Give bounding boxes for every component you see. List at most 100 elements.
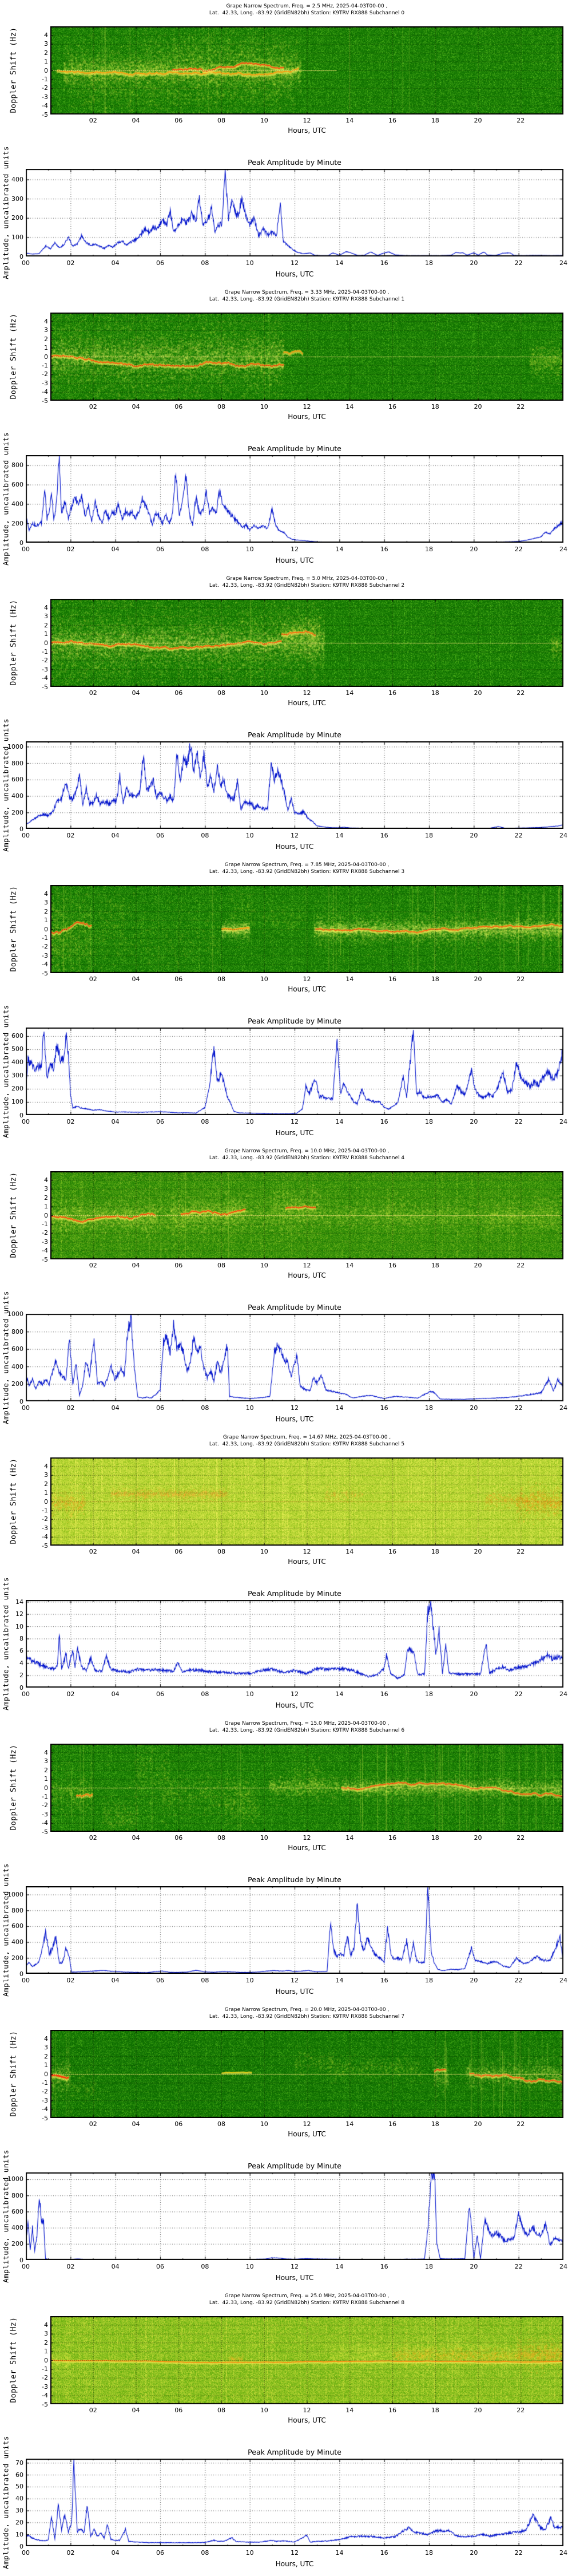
amplitude-x-tick-label: 02 (66, 2263, 75, 2270)
spectrogram-y-tick-label: 2 (44, 907, 48, 915)
amplitude-y-tick-label: 800 (11, 461, 23, 469)
spectrogram-x-tick-label: 20 (474, 1262, 482, 1269)
spectrogram-y-tick-label: 4 (44, 2034, 48, 2042)
spectrogram-canvas-7 (50, 2030, 563, 2118)
amplitude-x-tick-label: 04 (111, 1977, 120, 1984)
amplitude-x-tick-label: 14 (335, 832, 344, 839)
amplitude-x-tick-label: 22 (514, 1977, 523, 1984)
amplitude-x-tick-label: 24 (559, 259, 567, 267)
spectrogram-y-tick-label: 3 (44, 1757, 48, 1765)
spectrogram-y-tick-label: -1 (42, 2365, 48, 2373)
spectrogram-y-tick-label: -1 (42, 75, 48, 83)
amplitude-y-tick-label: 12 (15, 1610, 23, 1618)
spectrogram-y-tick-label: 0 (44, 2070, 48, 2078)
spectrogram-y-tick-label: -4 (42, 1247, 48, 1255)
amplitude-y-tick-label: 0 (19, 2256, 23, 2264)
spectrogram-x-axis-label: Hours, UTC (288, 1558, 326, 1566)
amplitude-y-tick-label: 6 (19, 1647, 23, 1655)
amplitude-x-tick-label: 16 (380, 832, 388, 839)
amplitude-y-tick-label: 200 (11, 214, 23, 222)
spectrogram-x-tick-label: 22 (517, 2120, 525, 2128)
amplitude-x-tick-label: 20 (470, 1404, 478, 1412)
amplitude-x-tick-label: 14 (335, 1404, 344, 1412)
spectrogram-x-tick-label: 22 (517, 117, 525, 124)
spectrogram-x-tick-label: 18 (431, 975, 439, 983)
spectrogram-x-tick-label: 08 (217, 1834, 225, 1842)
spectrogram-y-tick-label: -4 (42, 2105, 48, 2113)
amplitude-x-tick-label: 12 (291, 546, 299, 553)
spectrogram-title-line2: Lat. 42.33, Long. -83.92 (GridEN82bh) St… (209, 297, 405, 302)
amplitude-x-tick-label: 20 (470, 1977, 478, 1984)
subchannel-1-section: Grape Narrow Spectrum, Freq. = 3.33 MHz,… (0, 286, 572, 572)
amplitude-x-tick-label: 22 (514, 832, 523, 839)
amplitude-x-tick-label: 16 (380, 1118, 388, 1125)
spectrogram-y-tick-label: -2 (42, 943, 48, 951)
amplitude-x-tick-label: 14 (335, 259, 344, 267)
spectrogram-y-tick-label: -1 (42, 361, 48, 369)
amplitude-y-tick-label: 0 (19, 825, 23, 833)
amplitude-x-axis-label: Hours, UTC (275, 2274, 314, 2282)
amplitude-x-tick-label: 14 (335, 1977, 344, 1984)
spectrogram-y-tick-label: 0 (44, 1784, 48, 1792)
spectrogram-y-tick-label: 1 (44, 2348, 48, 2356)
amplitude-y-tick-label: 400 (11, 500, 23, 508)
spectrogram-y-tick-label: -2 (42, 1229, 48, 1237)
amplitude-x-tick-label: 24 (559, 1977, 567, 1984)
amplitude-x-axis-label: Hours, UTC (275, 1988, 314, 1996)
amplitude-x-tick-label: 18 (425, 832, 433, 839)
spectrogram-title-line1: Grape Narrow Spectrum, Freq. = 3.33 MHz,… (224, 290, 390, 295)
amplitude-x-tick-label: 04 (111, 546, 120, 553)
amplitude-x-tick-label: 10 (245, 1404, 254, 1412)
amplitude-x-tick-label: 00 (22, 1404, 30, 1412)
amplitude-y-axis-label: Amplitude, uncalibrated units (1, 2149, 10, 2283)
spectrogram-canvas-8 (50, 2316, 563, 2404)
amplitude-y-tick-label: 0 (19, 1970, 23, 1978)
amplitude-x-tick-label: 02 (66, 2549, 75, 2557)
amplitude-x-tick-label: 24 (559, 1404, 567, 1412)
amplitude-x-tick-label: 06 (156, 2263, 164, 2270)
amplitude-y-tick-label: 300 (11, 195, 23, 203)
amplitude-y-tick-label: 400 (11, 1938, 23, 1946)
amplitude-y-tick-label: 0 (19, 539, 23, 547)
spectrogram-y-tick-label: 0 (44, 639, 48, 647)
spectrogram-x-tick-label: 08 (217, 975, 225, 983)
spectrogram-x-tick-label: 08 (217, 2407, 225, 2414)
spectrogram-x-tick-label: 10 (260, 1548, 268, 1555)
spectrogram-y-tick-label: -5 (42, 110, 48, 118)
spectrogram-title-line2: Lat. 42.33, Long. -83.92 (GridEN82bh) St… (209, 10, 405, 16)
amplitude-x-tick-label: 12 (291, 2263, 299, 2270)
spectrogram-x-tick-label: 06 (174, 975, 183, 983)
subchannel-6-section: Grape Narrow Spectrum, Freq. = 15.0 MHz,… (0, 1717, 572, 2004)
spectrogram-x-tick-label: 22 (517, 403, 525, 410)
spectrogram-x-axis-label: Hours, UTC (288, 699, 326, 707)
amplitude-x-tick-label: 24 (559, 546, 567, 553)
spectrogram-y-tick-label: 1 (44, 344, 48, 352)
spectrogram-x-tick-label: 20 (474, 2120, 482, 2128)
amplitude-y-tick-label: 0 (19, 252, 23, 260)
spectrogram-x-tick-label: 18 (431, 689, 439, 697)
spectrogram-x-tick-label: 22 (517, 1834, 525, 1842)
spectrogram-x-tick-label: 04 (132, 975, 140, 983)
spectrogram-x-tick-label: 10 (260, 1834, 268, 1842)
spectrogram-y-tick-label: -4 (42, 388, 48, 396)
spectrogram-x-tick-label: 08 (217, 689, 225, 697)
spectrogram-x-tick-label: 20 (474, 1834, 482, 1842)
spectrogram-y-tick-label: 2 (44, 49, 48, 57)
amplitude-x-tick-label: 02 (66, 259, 75, 267)
amplitude-y-tick-label: 200 (11, 1380, 23, 1388)
amplitude-y-axis-label: Amplitude, uncalibrated units (1, 718, 10, 852)
spectrogram-y-tick-label: -3 (42, 93, 48, 101)
amplitude-y-tick-label: 100 (11, 233, 23, 241)
amplitude-x-tick-label: 10 (245, 2263, 254, 2270)
amplitude-x-tick-label: 14 (335, 2549, 344, 2557)
amplitude-x-tick-label: 18 (425, 1404, 433, 1412)
amplitude-x-tick-label: 12 (291, 259, 299, 267)
amplitude-x-tick-label: 08 (201, 1690, 209, 1698)
amplitude-y-tick-label: 40 (15, 2495, 23, 2503)
spectrogram-x-tick-label: 18 (431, 403, 439, 410)
amplitude-x-tick-label: 12 (291, 1118, 299, 1125)
spectrogram-y-tick-label: 4 (44, 1176, 48, 1184)
amplitude-y-tick-label: 1000 (7, 1310, 23, 1318)
amplitude-y-tick-label: 200 (11, 808, 23, 816)
